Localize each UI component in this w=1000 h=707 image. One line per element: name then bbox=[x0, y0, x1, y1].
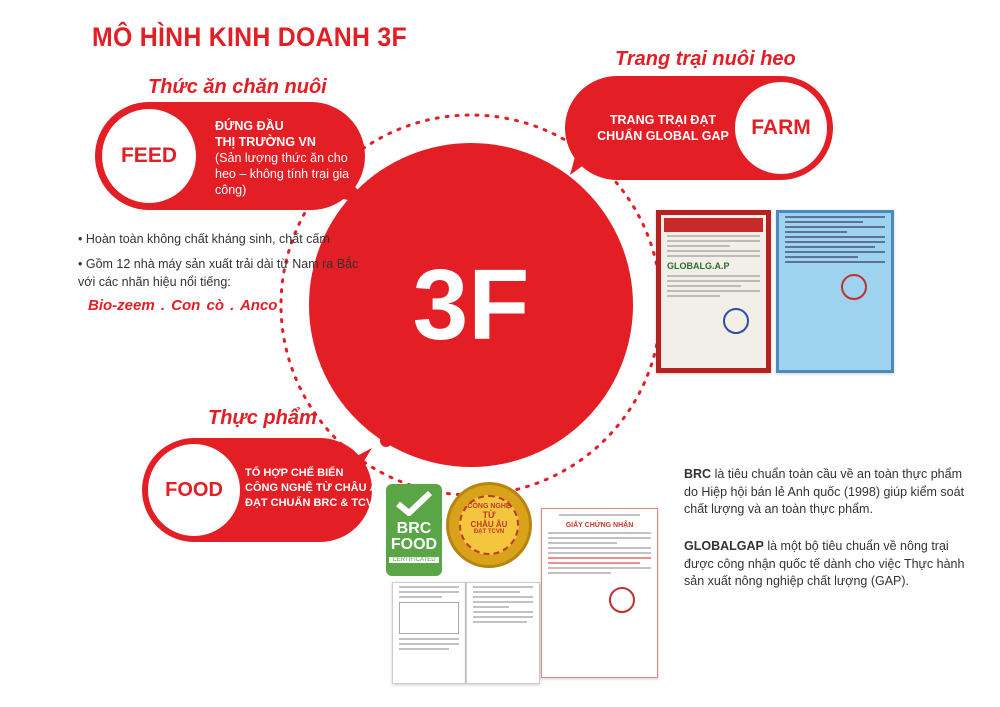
feed-bullet-list: • Hoàn toàn không chất kháng sinh, chất … bbox=[78, 230, 368, 291]
feed-bubble: FEED ĐỨNG ĐẦU THỊ TRƯỜNG VN (Sản lượng t… bbox=[95, 102, 365, 210]
farm-line1: TRANG TRẠI ĐẠT bbox=[609, 113, 717, 127]
food-line2: CÔNG NGHỆ TỪ CHÂU ÂU bbox=[245, 482, 386, 494]
vietgap-certificate bbox=[776, 210, 894, 373]
food-certificate-doc bbox=[392, 582, 466, 684]
farm-bubble: TRANG TRẠI ĐẠT CHUẨN GLOBAL GAP FARM bbox=[565, 76, 833, 180]
feed-note: (Sản lượng thức ăn cho heo – không tính … bbox=[215, 151, 350, 197]
checkmark-icon bbox=[396, 490, 433, 517]
globalgap-description: là một bộ tiêu chuẩn về nông trại được c… bbox=[684, 539, 965, 588]
feed-brands: Bio-zeem . Con cò . Anco bbox=[88, 297, 278, 314]
feed-line2: THỊ TRƯỜNG VN bbox=[215, 135, 316, 149]
tcvn-seal: CÔNG NGHỆ TỪ CHÂU ÂU ĐẠT TCVN bbox=[446, 482, 532, 568]
seal-mid2: CHÂU ÂU bbox=[470, 520, 508, 529]
food-certificate-doc bbox=[466, 582, 540, 684]
globalgap-logo: GLOBALG.A.P bbox=[667, 261, 730, 271]
stamp-icon bbox=[723, 308, 749, 334]
feed-badge-label: FEED bbox=[120, 144, 177, 167]
stamp-icon bbox=[841, 274, 867, 300]
food-bubble-text: TỔ HỢP CHẾ BIẾN CÔNG NGHỆ TỪ CHÂU ÂU ĐẠT… bbox=[245, 466, 386, 511]
stamp-icon bbox=[609, 587, 635, 613]
food-bubble: FOOD TỔ HỢP CHẾ BIẾN CÔNG NGHỆ TỪ CHÂU Â… bbox=[142, 438, 386, 542]
brc-food-logo: BRC FOOD CERTIFICATED bbox=[386, 484, 442, 576]
food-section-label: Thực phẩm bbox=[208, 407, 317, 429]
feed-bullet: • Hoàn toàn không chất kháng sinh, chất … bbox=[78, 232, 330, 246]
cert-title: GIẤY CHỨNG NHẬN bbox=[565, 522, 634, 529]
food-certificate-large: GIẤY CHỨNG NHẬN bbox=[541, 508, 658, 678]
food-line3: ĐẠT CHUẨN BRC & TCVN bbox=[245, 497, 382, 509]
seal-top: CÔNG NGHỆ bbox=[467, 503, 511, 510]
farm-badge: FARM bbox=[735, 82, 827, 174]
globalgap-term: GLOBALGAP bbox=[684, 539, 764, 553]
feed-badge: FEED bbox=[102, 109, 196, 203]
brc-logo-food: FOOD bbox=[390, 536, 438, 553]
center-circle bbox=[309, 143, 633, 467]
farm-badge-label: FARM bbox=[751, 116, 811, 139]
brc-term: BRC bbox=[684, 467, 712, 481]
feed-section-label: Thức ăn chăn nuôi bbox=[148, 76, 327, 98]
seal-mid1: TỪ bbox=[482, 510, 496, 520]
feed-bullet: • Gồm 12 nhà máy sản xuất trải dài từ Na… bbox=[78, 257, 359, 289]
farm-section-label: Trang trại nuôi heo bbox=[615, 48, 796, 70]
brc-logo-certificated: CERTIFICATED bbox=[389, 557, 439, 563]
brc-description: là tiêu chuẩn toàn cầu về an toàn thực p… bbox=[684, 467, 965, 516]
food-line1: TỔ HỢP CHẾ BIẾN bbox=[245, 467, 344, 479]
globalgap-certificate: GLOBALG.A.P bbox=[656, 210, 771, 373]
farm-bubble-text: TRANG TRẠI ĐẠT CHUẨN GLOBAL GAP bbox=[593, 112, 733, 144]
seal-bottom: ĐẠT TCVN bbox=[473, 529, 505, 535]
feed-line1: ĐỨNG ĐẦU bbox=[215, 119, 284, 133]
brc-logo-text: BRC bbox=[396, 520, 432, 537]
food-badge-label: FOOD bbox=[165, 478, 223, 501]
center-label: 3F bbox=[412, 249, 530, 361]
page-title: MÔ HÌNH KINH DOANH 3F bbox=[92, 22, 407, 52]
brc-info: BRC là tiêu chuẩn toàn cầu về an toàn th… bbox=[684, 466, 969, 519]
farm-line2: CHUẨN GLOBAL GAP bbox=[597, 129, 729, 143]
feed-bubble-text: ĐỨNG ĐẦU THỊ TRƯỜNG VN (Sản lượng thức ă… bbox=[215, 118, 350, 198]
globalgap-info: GLOBALGAP là một bộ tiêu chuẩn về nông t… bbox=[684, 538, 969, 591]
food-badge: FOOD bbox=[148, 444, 240, 536]
